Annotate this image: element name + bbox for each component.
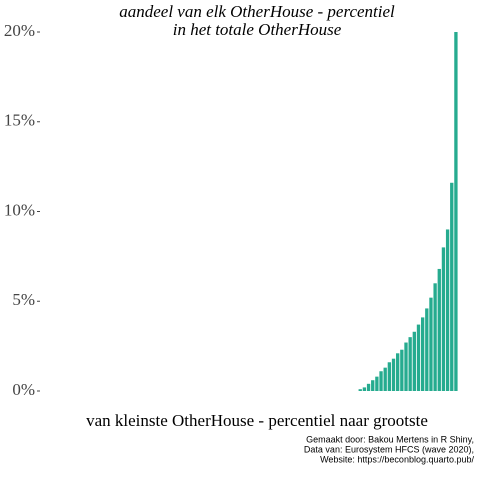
caption: Gemaakt door: Bakou Mertens in R Shiny, — [306, 434, 474, 444]
caption: Website: https://beconblog.quarto.pub/ — [320, 454, 474, 464]
bar — [379, 371, 383, 391]
bar — [362, 387, 367, 391]
bar — [429, 297, 433, 391]
x-axis-label: van kleinste OtherHouse - percentiel naa… — [86, 411, 428, 430]
bar — [371, 380, 375, 391]
caption: Data van: Eurosystem HFCS (wave 2020), — [304, 444, 474, 454]
bar — [408, 337, 412, 391]
y-tick-label: 5% — [12, 290, 35, 309]
bar — [450, 182, 454, 391]
bar — [416, 324, 421, 391]
y-tick-label: 0% — [12, 380, 35, 399]
chart-title: aandeel van elk OtherHouse - percentiel — [119, 2, 395, 21]
bar — [366, 383, 371, 391]
bar — [391, 358, 396, 391]
bar — [454, 32, 458, 391]
bar — [420, 317, 425, 391]
bar — [400, 349, 404, 391]
y-tick-label: 20% — [4, 21, 35, 40]
bar — [437, 268, 441, 391]
y-tick-label: 15% — [4, 111, 35, 130]
y-tick-label: 10% — [4, 200, 35, 219]
chart-title: in het totale OtherHouse — [173, 20, 342, 39]
bar — [445, 229, 450, 391]
bar — [404, 342, 408, 391]
bar — [396, 353, 400, 391]
bar — [433, 283, 437, 391]
bar — [412, 331, 416, 391]
bar — [387, 362, 392, 391]
bar — [441, 247, 446, 391]
bar — [425, 308, 429, 391]
bar — [383, 367, 387, 391]
bar — [375, 376, 379, 391]
bar — [358, 389, 362, 391]
